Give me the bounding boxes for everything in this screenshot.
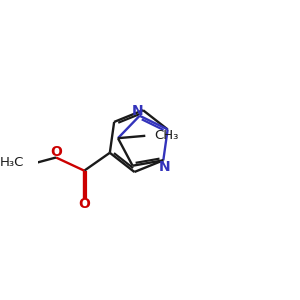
Text: N: N <box>132 104 144 118</box>
Text: H₃C: H₃C <box>0 157 24 169</box>
Text: O: O <box>78 197 90 211</box>
Text: N: N <box>159 160 170 173</box>
Text: O: O <box>50 146 62 159</box>
Text: CH₃: CH₃ <box>154 129 178 142</box>
